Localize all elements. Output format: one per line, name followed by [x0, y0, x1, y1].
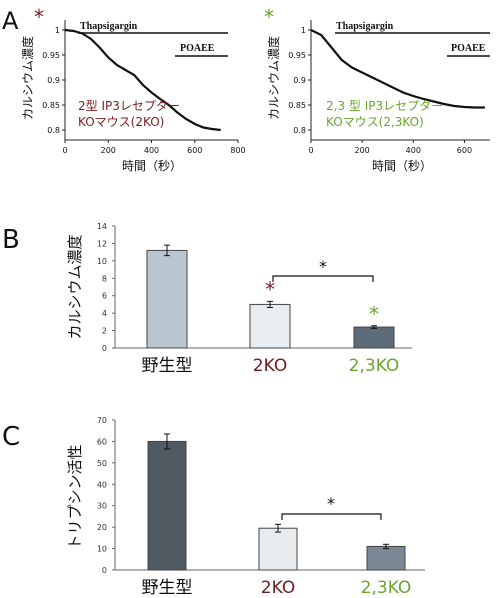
panel-label-b: B — [2, 225, 20, 255]
x-tick-label: 600 — [457, 146, 472, 155]
x-tick-label: 400 — [144, 146, 159, 155]
panel-label-c: C — [2, 422, 20, 452]
significance-star: * — [265, 277, 275, 301]
y-tick-label: 0.8 — [47, 126, 60, 135]
poaee-label: POAEE — [451, 43, 486, 54]
y-tick-label: 1 — [301, 26, 306, 35]
category-label: 2,3KO — [361, 578, 412, 598]
y-tick-label: 0.95 — [288, 51, 306, 60]
x-tick-label: 0 — [62, 146, 67, 155]
x-tick-label: 0 — [308, 146, 313, 155]
x-tick-label: 200 — [101, 146, 116, 155]
x-tick-label: 200 — [355, 146, 370, 155]
y-tick-label: 0 — [102, 566, 107, 575]
y-tick-label: 10 — [97, 545, 107, 554]
y-tick-label: 10 — [97, 257, 107, 266]
bar — [249, 303, 291, 349]
y-tick-label: 0.85 — [288, 101, 306, 110]
legend-line-1: 2,3 型 IP3レセプター — [326, 99, 443, 113]
category-label: 2,3KO — [349, 356, 400, 376]
y-tick-label: 70 — [97, 416, 107, 425]
chart-a-left: * 10.950.90.850.8 0 200 400 600 800 カルシウム濃度 … — [20, 5, 246, 173]
bar — [146, 249, 188, 349]
y-tick-label: 0.95 — [42, 51, 60, 60]
panel-label-a: A — [2, 7, 19, 35]
category-label: 野生型 — [142, 578, 193, 598]
legend-line-1: 2型 IP3レセプター — [78, 99, 180, 113]
y-tick-label: 50 — [97, 459, 107, 468]
y-axis-title: トリプシン活性 — [66, 444, 84, 549]
significance-star: * — [264, 5, 274, 29]
significance-bracket — [281, 513, 382, 520]
category-label: 2KO — [261, 578, 295, 598]
calcium-trace — [310, 29, 485, 109]
y-axis-label: トリプシン活性 — [66, 444, 84, 549]
y-axis-title: カルシウム濃度 — [20, 36, 35, 120]
y-tick-label: 0.9 — [47, 76, 60, 85]
chart-b: 0 2 4 6 8 10 12 14 カルシウム濃度 野生型 2KO 2,3KO * * * — [66, 222, 412, 376]
significance-star: * — [34, 5, 44, 29]
y-axis-label: カルシウム濃度 — [66, 234, 84, 339]
y-tick-label: 0.85 — [42, 101, 60, 110]
x-tick-label: 800 — [230, 146, 245, 155]
y-axis-title: カルシウム濃度 — [66, 234, 84, 339]
y-axis-label: カルシウム濃度 — [20, 36, 35, 120]
calcium-trace — [64, 28, 221, 132]
y-tick-label: 12 — [97, 239, 107, 248]
y-tick-label: 14 — [97, 222, 107, 231]
legend-line-2: KOマウス(2KO) — [78, 115, 164, 129]
y-tick-label: 0.9 — [293, 76, 306, 85]
y-tick-label: 20 — [97, 523, 107, 532]
bar — [353, 326, 395, 349]
thapsigargin-label: Thapsigargin — [80, 21, 138, 32]
bracket-star: * — [327, 494, 335, 513]
chart-a-right: * 1 0.95 0.9 0.85 0.8 0 200 400 600 カルシウム濃度 時間（… — [264, 5, 490, 173]
y-tick-label: 40 — [97, 480, 107, 489]
y-tick-label: 2 — [102, 327, 107, 336]
y-tick-label: 0.8 — [293, 126, 306, 135]
y-tick-label: 30 — [97, 502, 107, 511]
poaee-label: POAEE — [180, 43, 215, 54]
bar — [258, 527, 298, 571]
category-label: 野生型 — [142, 356, 193, 376]
y-tick-label: 1 — [55, 26, 60, 35]
y-axis-label: カルシウム濃度 — [266, 36, 281, 120]
x-tick-label: 600 — [187, 146, 202, 155]
x-tick-label: 400 — [406, 146, 421, 155]
y-axis-title: カルシウム濃度 — [266, 36, 281, 120]
significance-bracket — [272, 275, 374, 282]
bar — [366, 545, 406, 571]
thapsigargin-label: Thapsigargin — [336, 21, 394, 32]
y-tick-label: 60 — [97, 437, 107, 446]
y-tick-label: 0 — [102, 344, 107, 353]
y-tick-label: 8 — [102, 274, 107, 283]
legend-line-2: KOマウス(2,3KO) — [326, 115, 424, 129]
x-axis-label: 時間（秒） — [122, 159, 182, 173]
y-tick-label: 6 — [102, 292, 107, 301]
category-label: 2KO — [253, 356, 287, 376]
bracket-star: * — [319, 257, 327, 276]
bar — [147, 440, 187, 571]
y-tick-label: 4 — [102, 309, 107, 318]
significance-star: * — [369, 302, 379, 326]
chart-c: 0 10 20 30 40 50 60 70 トリプシン活性 野生型 2KO 2,3KO * — [66, 416, 425, 598]
x-axis-label: 時間（秒） — [372, 159, 432, 173]
